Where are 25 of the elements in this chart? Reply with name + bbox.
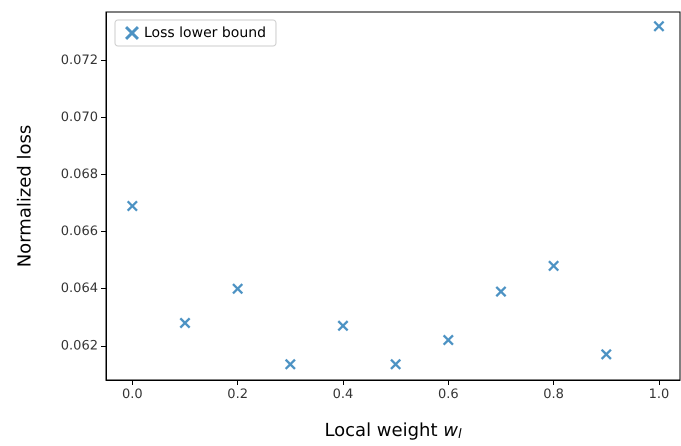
point [600, 348, 612, 360]
point [390, 358, 402, 370]
x-tick-label: 0.6 [438, 387, 459, 402]
y-tick-label: 0.070 [60, 110, 98, 126]
y-tick-label: 0.062 [60, 338, 98, 354]
point [179, 317, 190, 328]
x-tick-label: 0.0 [122, 387, 143, 402]
point [337, 320, 348, 332]
point [548, 260, 560, 272]
point [284, 358, 296, 370]
point [653, 20, 664, 32]
legend-label: Loss lower bound [144, 25, 266, 41]
y-tick-label: 0.064 [60, 281, 98, 296]
y-axis-title: Normalized loss [14, 124, 36, 268]
x-tick-label: 0.8 [543, 387, 564, 402]
y-tick-label: 0.068 [60, 167, 98, 182]
point [495, 286, 506, 298]
y-tick-label: 0.066 [60, 224, 98, 240]
y-tick-label: 0.072 [60, 52, 98, 68]
x-tick-label: 0.2 [227, 387, 248, 402]
point [442, 334, 454, 346]
point [126, 200, 138, 212]
x-tick-label: 1.0 [648, 387, 670, 402]
x-tick-label: 0.4 [332, 387, 354, 402]
point [232, 283, 244, 294]
